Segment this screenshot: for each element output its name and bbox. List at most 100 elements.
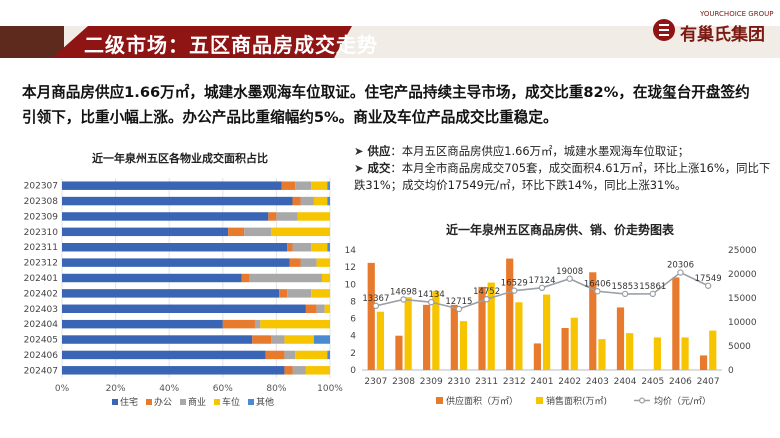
bar-segment xyxy=(300,196,314,206)
price-data-label: 20306 xyxy=(667,261,694,271)
y-tick-label: 14 xyxy=(345,246,357,256)
bullet-text: ：本月全市商品房成交705套，成交面积4.61万㎡，环比上涨16%，同比下跌31… xyxy=(354,161,771,192)
sales-bar xyxy=(570,317,578,370)
company-logo: YOURCHOICE GROUP 有巢氏集团 xyxy=(652,10,773,50)
sales-bar xyxy=(681,337,689,370)
bar-segment xyxy=(254,319,261,329)
logo-chinese: 有巢氏集团 xyxy=(680,25,765,45)
legend-swatch xyxy=(248,399,254,405)
bar-segment xyxy=(327,243,330,252)
bar-segment xyxy=(297,212,330,221)
bar-segment xyxy=(222,319,255,329)
price-point xyxy=(455,305,463,313)
bar-segment xyxy=(281,181,296,190)
bar-segment xyxy=(324,304,330,313)
bar-segment xyxy=(244,227,272,237)
legend-label: 住宅 xyxy=(120,396,138,408)
sales-bar xyxy=(487,282,495,370)
y-tick-label: 0 xyxy=(350,366,356,376)
price-data-label: 17549 xyxy=(695,274,722,284)
y-tick-label: 202404 xyxy=(24,320,59,330)
price-data-label: 15853 xyxy=(612,282,639,292)
price-point xyxy=(704,282,712,289)
bar-segment xyxy=(292,243,312,252)
bar-segment xyxy=(305,304,317,313)
y-tick-label: 202310 xyxy=(24,228,59,238)
y-tick-label: 6 xyxy=(350,315,356,325)
y-tick-label: 202309 xyxy=(24,212,59,222)
legend-label: 供应面积（万㎡） xyxy=(446,395,518,407)
chart-title: 近一年泉州五区各物业成交面积占比 xyxy=(92,151,268,165)
y2-tick-label: 15000 xyxy=(728,294,757,304)
price-data-label: 14698 xyxy=(390,287,417,297)
x-tick-label: 2403 xyxy=(586,377,609,387)
x-tick-label: 2312 xyxy=(503,377,526,387)
supply-bar xyxy=(672,277,680,370)
bar-segment xyxy=(284,366,293,375)
bar-segment xyxy=(62,289,280,298)
y-tick-label: 12 xyxy=(345,263,356,273)
x-tick-label: 20% xyxy=(106,384,126,394)
supply-bar xyxy=(450,304,458,370)
bullet-text: ：本月五区商品房供应1.66万㎡，城建水墨观海车位取证； xyxy=(390,144,690,158)
x-tick-label: 2308 xyxy=(392,377,415,387)
legend-label: 办公 xyxy=(154,396,172,408)
legend-swatch xyxy=(214,399,220,405)
sales-bar xyxy=(515,302,523,370)
supply-bar xyxy=(616,307,625,370)
y2-tick-label: 10000 xyxy=(728,318,757,328)
supply-bar xyxy=(506,258,514,370)
bar-segment xyxy=(292,196,301,206)
y-tick-label: 202403 xyxy=(24,305,58,315)
x-tick-label: 2311 xyxy=(475,377,498,387)
sales-bar xyxy=(543,294,551,370)
x-tick-label: 80% xyxy=(266,384,286,394)
y-tick-label: 202402 xyxy=(24,289,58,299)
legend-swatch xyxy=(536,397,543,404)
logo-mark-icon xyxy=(653,19,675,41)
price-data-label: 14752 xyxy=(473,287,500,297)
header-accent xyxy=(0,26,64,58)
price-data-label: 16406 xyxy=(584,279,611,289)
bar-segment xyxy=(300,258,317,267)
price-data-label: 14134 xyxy=(418,290,445,300)
legend-label: 车位 xyxy=(222,396,240,408)
sales-bar xyxy=(709,330,717,370)
x-tick-label: 40% xyxy=(159,384,179,394)
supply-bar xyxy=(699,355,708,370)
y-tick-label: 202308 xyxy=(24,197,59,207)
y-tick-label: 202406 xyxy=(24,351,59,361)
bar-segment xyxy=(289,258,301,267)
y2-tick-label: 25000 xyxy=(728,246,757,256)
bar-segment xyxy=(311,289,330,298)
price-data-label: 12715 xyxy=(445,297,472,307)
bar-segment xyxy=(271,227,330,237)
legend-marker xyxy=(639,397,646,404)
supply-bar xyxy=(367,262,375,370)
legend-label: 销售面积(万㎡) xyxy=(546,395,607,407)
bar-segment xyxy=(62,227,229,237)
y-tick-label: 202312 xyxy=(24,259,58,269)
price-point xyxy=(677,269,684,276)
bar-segment xyxy=(249,273,322,283)
bar-segment xyxy=(276,212,298,221)
bar-segment xyxy=(284,350,296,360)
bar-segment xyxy=(295,181,312,190)
page-header: 二级市场：五区商品房成交走势 YOURCHOICE GROUP 有巢氏集团 xyxy=(0,0,780,70)
price-point xyxy=(621,290,629,298)
bar-segment xyxy=(241,273,250,283)
supply-bar xyxy=(589,272,597,370)
x-tick-label: 0% xyxy=(55,384,70,394)
bar-segment xyxy=(62,243,288,252)
bar-segment xyxy=(313,196,328,206)
bar-segment xyxy=(62,366,285,375)
bar-segment xyxy=(252,335,272,344)
legend-swatch xyxy=(180,399,186,405)
x-tick-label: 2407 xyxy=(697,377,720,387)
bar-segment xyxy=(62,319,223,329)
y2-tick-label: 20000 xyxy=(728,270,757,280)
bar-segment xyxy=(265,350,285,360)
bar-segment xyxy=(287,243,293,252)
sales-bar xyxy=(598,339,606,370)
supply-bar xyxy=(478,286,486,370)
